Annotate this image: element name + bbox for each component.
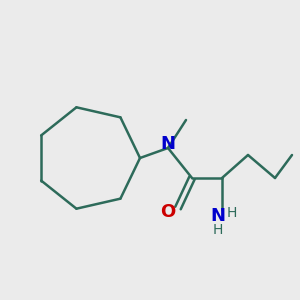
Text: H: H [213,223,223,237]
Text: N: N [211,207,226,225]
Text: H: H [227,206,237,220]
Text: O: O [160,203,175,221]
Text: N: N [160,135,175,153]
